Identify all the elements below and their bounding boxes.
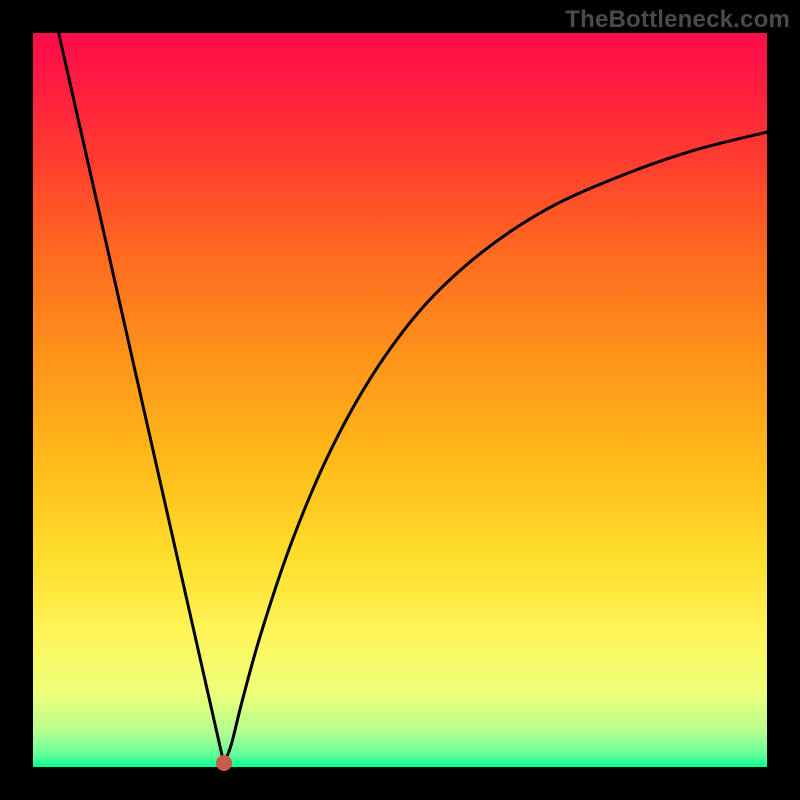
minimum-marker xyxy=(216,755,232,771)
curve-layer xyxy=(33,33,767,767)
chart-frame: TheBottleneck.com xyxy=(0,0,800,800)
curve-right-branch xyxy=(224,132,767,763)
curve-left-branch xyxy=(59,33,224,763)
plot-area xyxy=(33,33,767,767)
watermark-text: TheBottleneck.com xyxy=(565,6,790,34)
